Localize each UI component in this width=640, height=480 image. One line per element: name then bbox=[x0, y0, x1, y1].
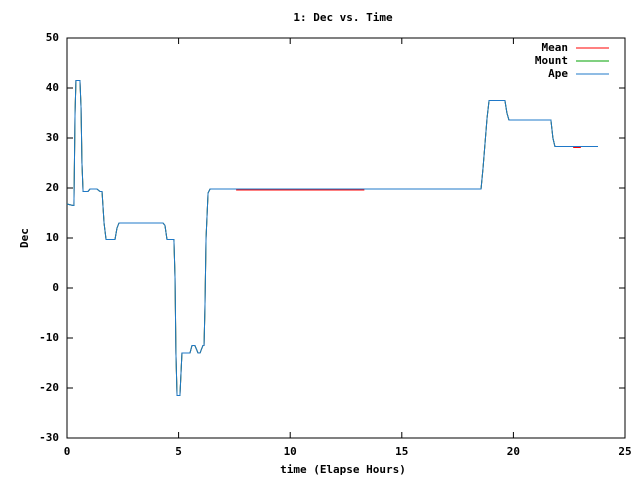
y-axis-label: Dec bbox=[18, 228, 31, 248]
x-tick-label: 20 bbox=[507, 445, 520, 458]
x-tick-label: 15 bbox=[395, 445, 408, 458]
y-tick-label: -30 bbox=[39, 431, 59, 444]
x-tick-label: 5 bbox=[175, 445, 182, 458]
y-tick-label: 40 bbox=[46, 81, 59, 94]
y-tick-label: -20 bbox=[39, 381, 59, 394]
plot-frame bbox=[66, 37, 626, 439]
y-tick-label: 50 bbox=[46, 31, 59, 44]
y-tick-label: 10 bbox=[46, 231, 59, 244]
x-axis-label: time (Elapse Hours) bbox=[280, 463, 406, 476]
chart-title: 1: Dec vs. Time bbox=[293, 11, 393, 24]
legend-label: Ape bbox=[548, 67, 568, 80]
series-line bbox=[66, 80, 598, 396]
y-tick-label: 0 bbox=[52, 281, 59, 294]
legend-label: Mean bbox=[542, 41, 569, 54]
y-tick-label: -10 bbox=[39, 331, 59, 344]
x-tick-label: 0 bbox=[64, 445, 71, 458]
y-tick-label: 20 bbox=[46, 181, 59, 194]
x-tick-label: 25 bbox=[618, 445, 631, 458]
legend-label: Mount bbox=[535, 54, 568, 67]
x-tick-label: 10 bbox=[284, 445, 297, 458]
y-tick-label: 30 bbox=[46, 131, 59, 144]
